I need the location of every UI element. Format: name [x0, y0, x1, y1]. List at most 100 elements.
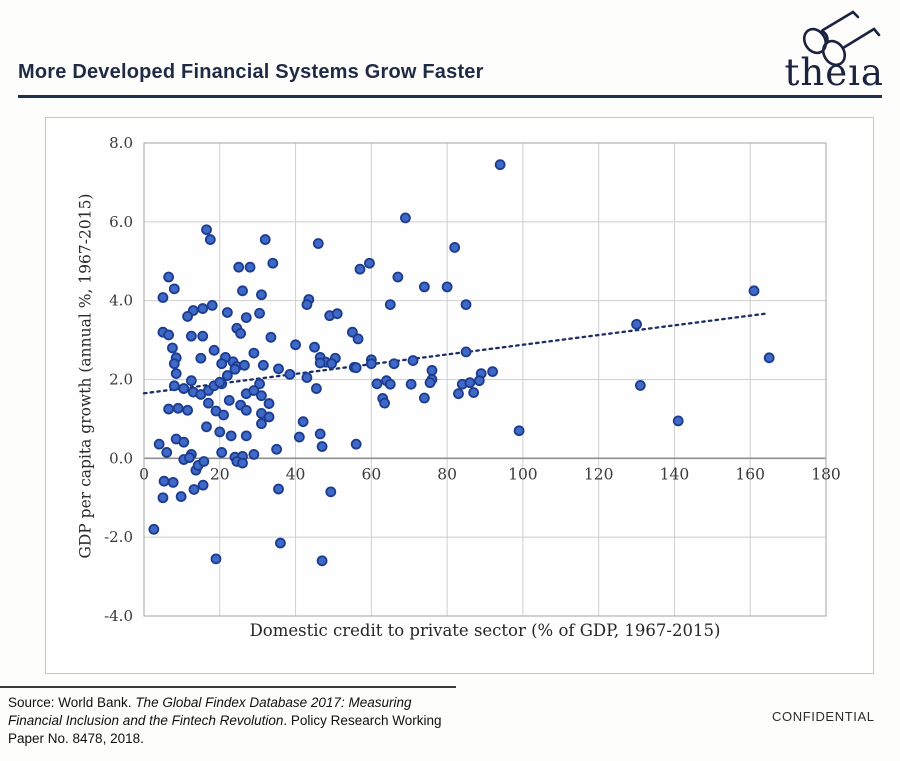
scatter-point [364, 257, 375, 269]
scatter-point [210, 553, 222, 565]
scatter-point [184, 452, 195, 463]
scatter-point [384, 378, 396, 390]
theia-logo: theıa [784, 6, 884, 98]
scatter-point [233, 261, 245, 273]
scatter-point [229, 363, 241, 375]
scatter-point [273, 363, 284, 375]
scatter-point [672, 415, 684, 427]
scatter-point [240, 404, 252, 416]
y-tick-label: 8.0 [109, 134, 133, 152]
scatter-point [312, 238, 324, 249]
x-tick-label: 40 [286, 465, 306, 483]
scatter-point [197, 330, 209, 342]
scatter-point [158, 475, 170, 487]
scatter-point [297, 416, 309, 428]
scatter-point [201, 421, 212, 433]
scatter-point [293, 431, 305, 443]
scatter-point [325, 486, 337, 498]
scatter-point [203, 397, 214, 409]
scatter-point [221, 307, 233, 318]
trend-line [142, 312, 767, 395]
scatter-point [214, 426, 226, 438]
scatter-point [331, 308, 343, 320]
y-axis-title: GDP per capita growth (annual %, 1967-20… [76, 193, 95, 559]
scatter-point [263, 398, 275, 409]
scatter-point [216, 447, 228, 458]
scatter-point [148, 523, 160, 535]
scatter-point [206, 299, 218, 311]
scatter-point [346, 326, 358, 338]
scatter-point [400, 212, 411, 224]
scatter-point [388, 358, 400, 370]
scatter-point [223, 394, 235, 406]
scatter-point [473, 375, 485, 387]
scatter-point [418, 392, 430, 404]
glasses-icon [802, 10, 881, 67]
scatter-point [326, 358, 337, 370]
x-tick-label: 180 [811, 465, 841, 483]
scatter-point [460, 299, 472, 311]
scatter-point [352, 333, 364, 345]
scatter-point [235, 327, 247, 339]
scatter-point [314, 357, 326, 369]
logo-wordmark: theıa [784, 51, 884, 94]
y-tick-label: 4.0 [109, 292, 133, 310]
scatter-point [240, 312, 252, 324]
x-tick-label: 100 [508, 465, 538, 483]
scatter-point [256, 418, 267, 430]
scatter-point [405, 378, 417, 390]
scatter-point [424, 377, 436, 389]
scatter-point [204, 234, 216, 245]
x-tick-label: 140 [660, 465, 690, 483]
scatter-point [167, 476, 179, 488]
scatter-point [175, 491, 187, 502]
scatter-point [265, 331, 277, 343]
scatter-point [168, 358, 180, 370]
scatter-point [256, 289, 267, 301]
x-tick-label: 0 [139, 465, 149, 483]
scatter-point [350, 362, 362, 374]
scatter-point [259, 234, 271, 245]
scatter-point [239, 359, 250, 371]
scatter-point [197, 479, 209, 491]
scatter-point [244, 261, 256, 273]
scatter-point [248, 347, 260, 359]
scatter-point [464, 377, 476, 389]
scatter-point [178, 436, 190, 448]
scatter-point [748, 285, 760, 297]
scatter-point [167, 342, 178, 354]
scatter-point [392, 271, 404, 283]
scatter-point [170, 368, 182, 379]
scatter-point [309, 341, 320, 353]
scatter-point [197, 303, 209, 314]
scatter-point [468, 387, 480, 398]
scatter-point [631, 318, 642, 330]
scatter-point [284, 368, 296, 380]
scatter-point [178, 383, 190, 394]
scatter-point [350, 438, 362, 450]
scatter-point [188, 484, 200, 495]
scatter-point [513, 425, 525, 437]
scatter-point [441, 281, 453, 293]
scatter-point [182, 404, 193, 416]
scatter-point [157, 492, 169, 504]
scatter-point [316, 555, 328, 567]
scatter-point [185, 375, 197, 387]
scatter-point [271, 443, 283, 455]
x-tick-label: 20 [210, 465, 230, 483]
scatter-point [487, 366, 498, 378]
scatter-point [195, 352, 207, 364]
scatter-point [418, 281, 430, 293]
scatter-point [168, 380, 180, 392]
scatter-point [172, 402, 184, 414]
scatter-point [763, 352, 775, 364]
scatter-point [185, 330, 197, 342]
scatter-point [301, 299, 313, 311]
scatter-point [248, 385, 260, 396]
scatter-point [267, 257, 279, 269]
confidential-label: CONFIDENTIAL [772, 709, 875, 724]
scatter-point [494, 159, 506, 171]
scatter-point [301, 372, 313, 383]
scatter-point [182, 311, 193, 322]
scatter-point [290, 339, 301, 351]
